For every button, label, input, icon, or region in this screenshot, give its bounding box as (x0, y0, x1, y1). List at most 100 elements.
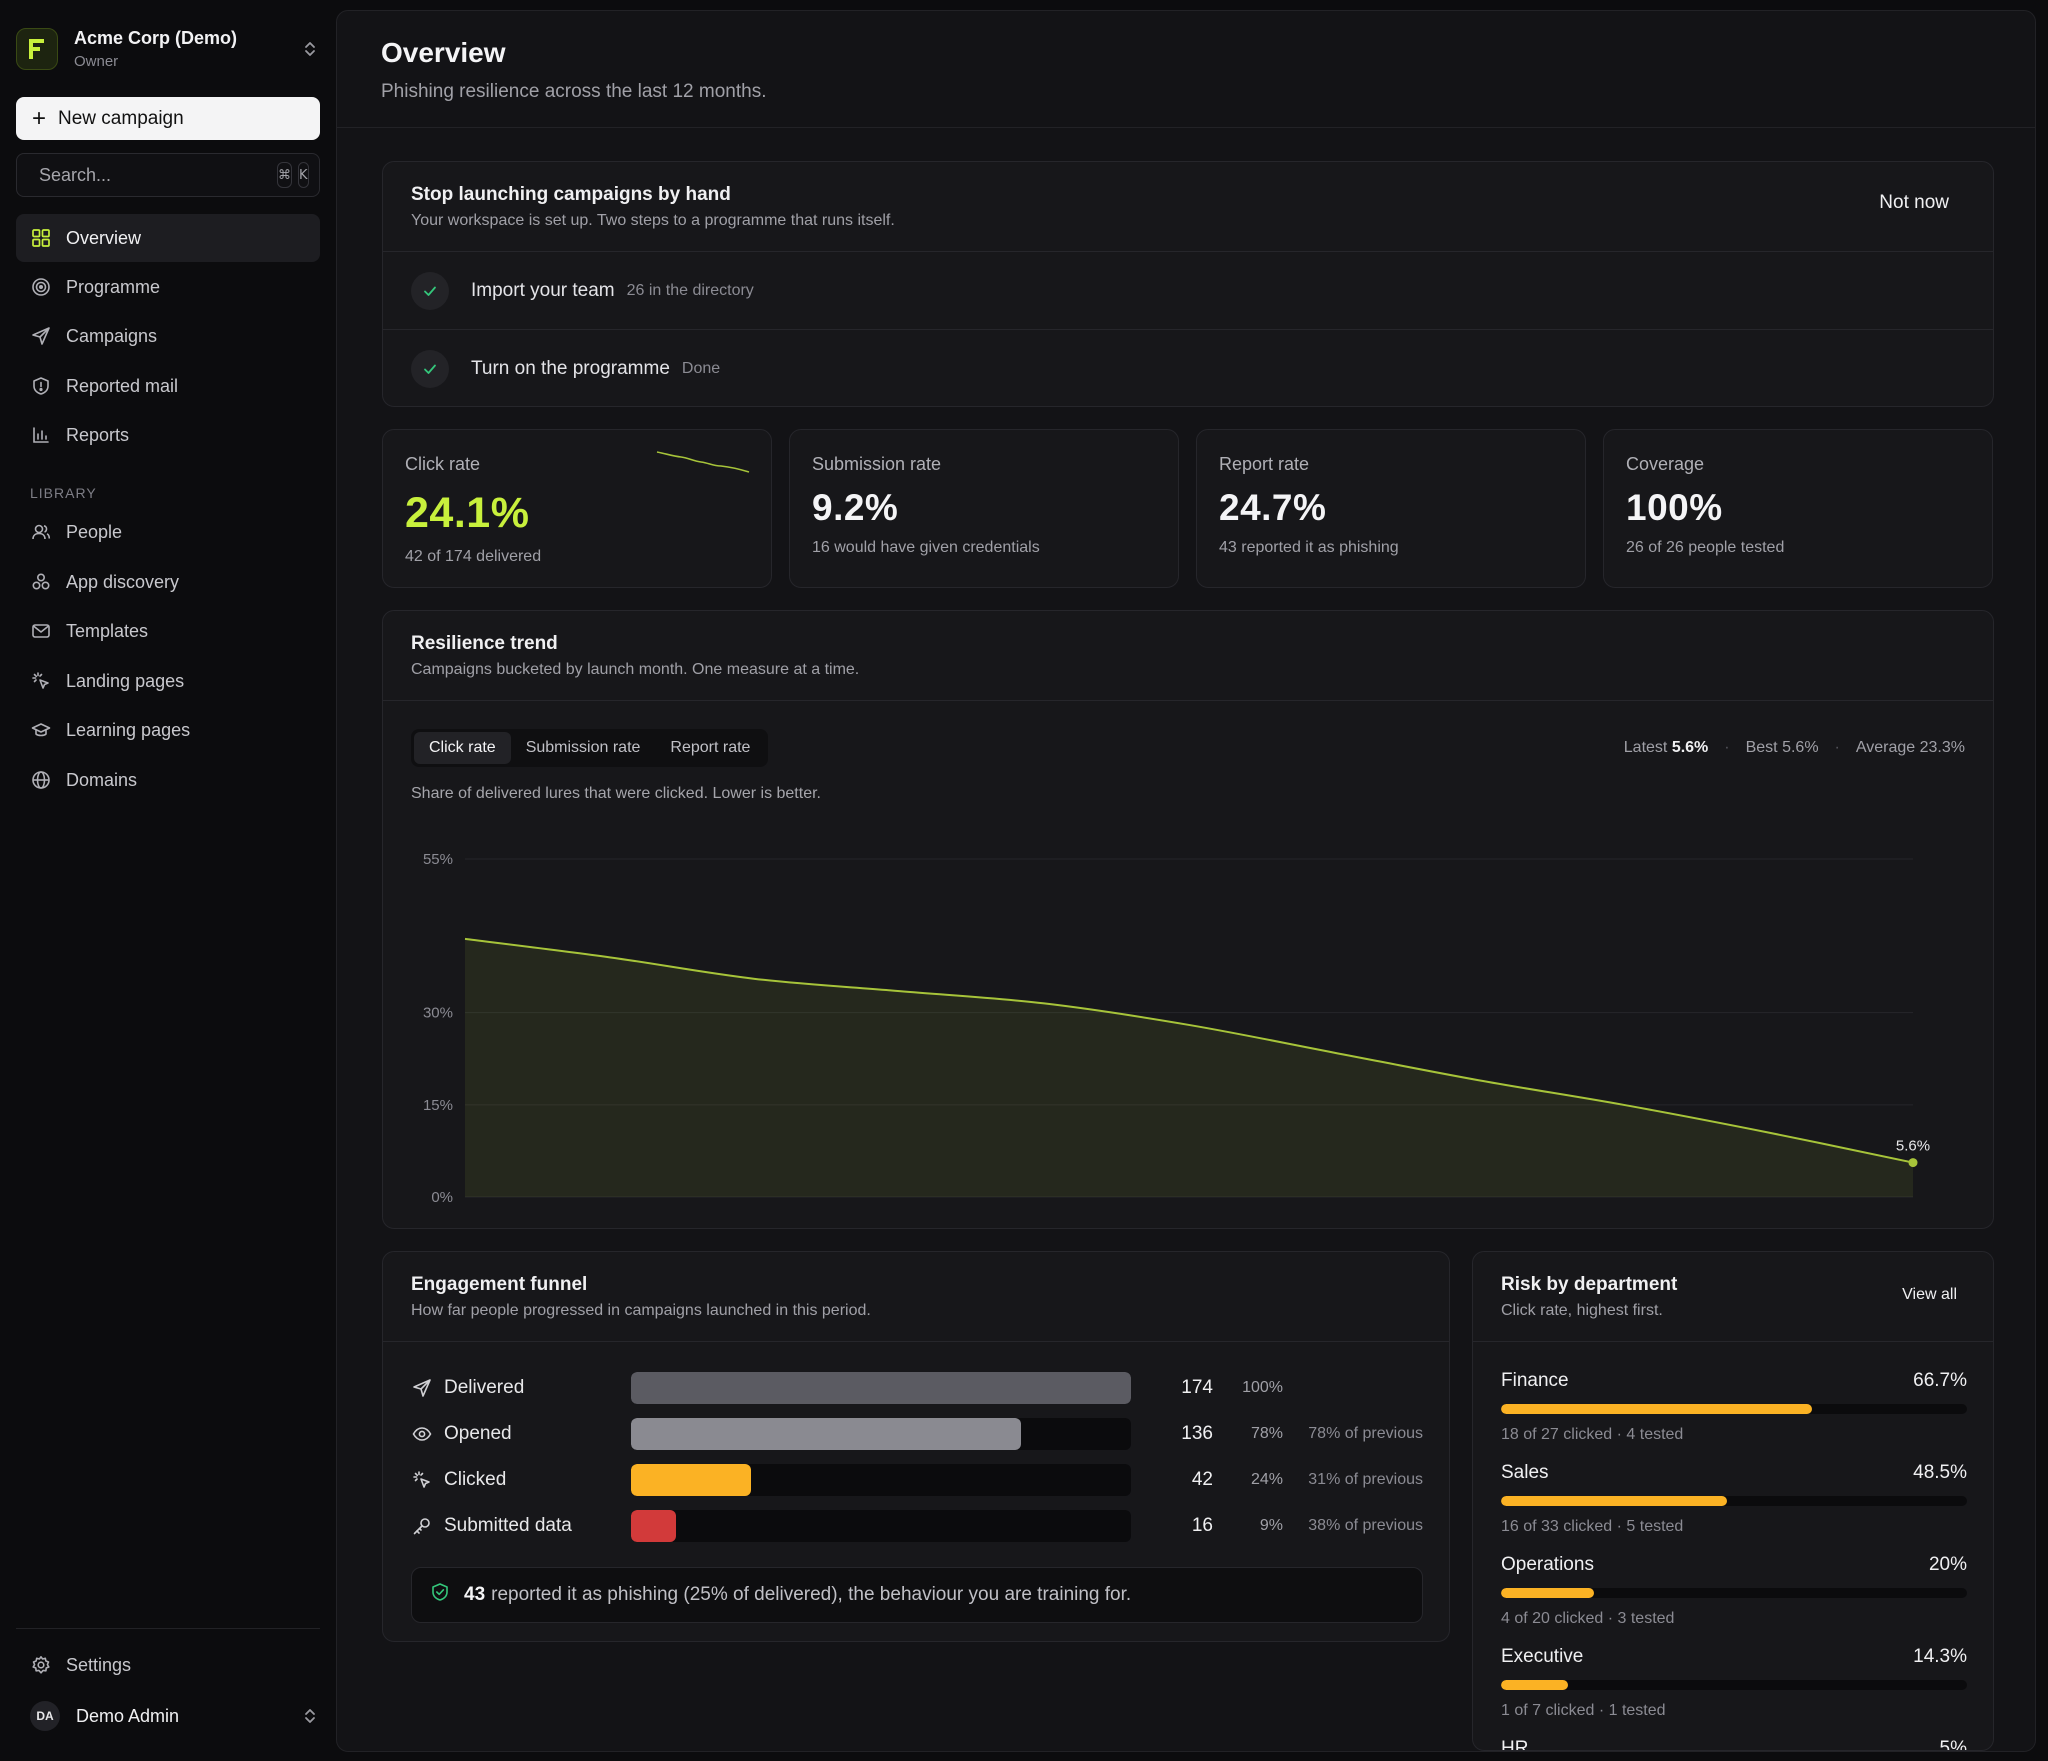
onboarding-step-programme[interactable]: Turn on the programme Done (383, 330, 1993, 406)
new-campaign-label: New campaign (58, 107, 184, 129)
risk-subtitle: Click rate, highest first. (1501, 1302, 1663, 1319)
sidebar-item-label: Overview (66, 227, 142, 248)
department-row[interactable]: Operations 20% 4 of 20 clicked · 3 tested (1501, 1554, 1967, 1628)
tab-report-rate[interactable]: Report rate (655, 732, 765, 764)
sidebar-item-reported-mail[interactable]: Reported mail (16, 362, 320, 410)
y-tick-label: 15% (423, 1097, 453, 1114)
settings-label: Settings (66, 1654, 132, 1675)
page-title: Overview (381, 37, 506, 68)
funnel-pct: 100% (1242, 1379, 1283, 1396)
user-menu[interactable]: DA Demo Admin (16, 1694, 320, 1738)
click-icon (411, 1470, 433, 1490)
stat-value: 24.1% (405, 489, 530, 537)
department-name: Executive (1501, 1646, 1584, 1667)
not-now-button[interactable]: Not now (1879, 192, 1949, 213)
sidebar-item-label: Programme (66, 276, 161, 297)
org-logo (16, 28, 58, 70)
y-tick-label: 30% (423, 1005, 453, 1022)
users-icon (30, 521, 52, 543)
funnel-label: Submitted data (444, 1515, 572, 1536)
stat-value: 24.7% (1219, 487, 1327, 528)
tab-click-rate[interactable]: Click rate (414, 732, 511, 764)
page-subtitle: Phishing resilience across the last 12 m… (381, 81, 767, 102)
resilience-trend-card: Resilience trend Campaigns bucketed by l… (382, 610, 1994, 1229)
trend-line (464, 937, 1914, 1164)
globe-icon (30, 769, 52, 791)
chevron-updown-icon[interactable] (300, 35, 320, 63)
sidebar-item-people[interactable]: People (16, 508, 320, 556)
stat-card-report-rate[interactable]: Report rate 24.7% 43 reported it as phis… (1196, 429, 1586, 588)
sidebar-item-landing-pages[interactable]: Landing pages (16, 657, 320, 705)
funnel-bar (631, 1510, 676, 1542)
logo-f-icon (29, 39, 44, 59)
funnel-prev: 38% of previous (1308, 1517, 1423, 1534)
org-role: Owner (74, 53, 119, 70)
sidebar-item-templates[interactable]: Templates (16, 607, 320, 655)
shield-check-icon (430, 1582, 450, 1608)
stat-card-coverage[interactable]: Coverage 100% 26 of 26 people tested (1603, 429, 1993, 588)
check-icon (411, 349, 449, 388)
department-bar (1501, 1588, 1595, 1598)
view-all-button[interactable]: View all (1902, 1286, 1957, 1303)
sidebar-item-learning-pages[interactable]: Learning pages (16, 706, 320, 754)
sidebar: Acme Corp (Demo) Owner + New campaign ⌘ … (0, 0, 336, 1761)
tab-submission-rate[interactable]: Submission rate (511, 732, 656, 764)
sidebar-item-programme[interactable]: Programme (16, 263, 320, 311)
department-row[interactable]: Executive 14.3% 1 of 7 clicked · 1 tested (1501, 1646, 1967, 1720)
department-row[interactable]: Finance 66.7% 18 of 27 clicked · 4 tested (1501, 1370, 1967, 1444)
funnel-count: 174 (1181, 1377, 1213, 1398)
funnel-bar-track (631, 1418, 1131, 1450)
department-bar-track (1501, 1680, 1967, 1690)
department-row[interactable]: HR 5% (1501, 1738, 1967, 1750)
trend-description: Share of delivered lures that were click… (411, 785, 821, 802)
send-icon (30, 325, 52, 347)
funnel-prev: 78% of previous (1308, 1425, 1423, 1442)
report-text: reported it as phishing (25% of delivere… (491, 1584, 1132, 1605)
click-icon (30, 670, 52, 692)
new-campaign-button[interactable]: + New campaign (16, 97, 320, 140)
sidebar-item-overview[interactable]: Overview (16, 214, 320, 262)
stat-value: 9.2% (812, 487, 899, 528)
sidebar-item-app-discovery[interactable]: App discovery (16, 558, 320, 606)
department-name: Finance (1501, 1370, 1569, 1391)
search-input[interactable] (39, 164, 271, 186)
sidebar-item-campaigns[interactable]: Campaigns (16, 312, 320, 360)
check-icon (411, 272, 449, 310)
sidebar-item-label: Templates (66, 620, 149, 641)
sparkline (656, 451, 750, 473)
risk-title: Risk by department (1501, 1274, 1678, 1295)
funnel-bar (631, 1418, 1021, 1450)
mail-icon (30, 620, 52, 642)
y-tick-label: 0% (431, 1189, 453, 1206)
funnel-row-opened: Opened 136 78% 78% of previous (411, 1416, 1423, 1452)
avatar: DA (30, 1701, 60, 1731)
funnel-bar-track (631, 1510, 1131, 1542)
stat-note: 26 of 26 people tested (1626, 539, 1785, 556)
department-name: Sales (1501, 1462, 1549, 1483)
funnel-report-note: 43 reported it as phishing (25% of deliv… (411, 1567, 1423, 1623)
stat-card-click-rate[interactable]: Click rate 24.1% 42 of 174 delivered (382, 429, 772, 588)
search-box[interactable]: ⌘ K (16, 153, 320, 197)
x-tick-label: Oct 25 (443, 1208, 487, 1209)
stat-card-submission-rate[interactable]: Submission rate 9.2% 16 would have given… (789, 429, 1179, 588)
trend-title: Resilience trend (411, 633, 558, 654)
onboarding-step-import[interactable]: Import your team 26 in the directory (383, 253, 1993, 330)
trend-subtitle: Campaigns bucketed by launch month. One … (411, 661, 860, 678)
sidebar-item-reports[interactable]: Reports (16, 411, 320, 459)
org-switcher[interactable]: Acme Corp (Demo) Owner (16, 24, 320, 74)
x-tick-label: Feb 26 (924, 1208, 971, 1209)
sidebar-item-domains[interactable]: Domains (16, 756, 320, 804)
trend-average: Average 23.3% (1855, 739, 1965, 756)
apps-icon (30, 571, 52, 593)
data-label: 5.6% (1896, 1138, 1930, 1155)
stat-label: Click rate (405, 454, 481, 474)
x-tick-label: Aug 26 (1889, 1208, 1937, 1209)
department-row[interactable]: Sales 48.5% 16 of 33 clicked · 5 tested (1501, 1462, 1967, 1536)
chevron-updown-icon[interactable] (300, 1702, 320, 1730)
department-bar (1501, 1404, 1812, 1414)
library-section-label: LIBRARY (30, 485, 97, 501)
stat-label: Coverage (1626, 454, 1705, 474)
kbd-cmd: ⌘ (277, 162, 292, 188)
shield-alert-icon (30, 375, 52, 397)
sidebar-item-settings[interactable]: Settings (16, 1641, 320, 1689)
